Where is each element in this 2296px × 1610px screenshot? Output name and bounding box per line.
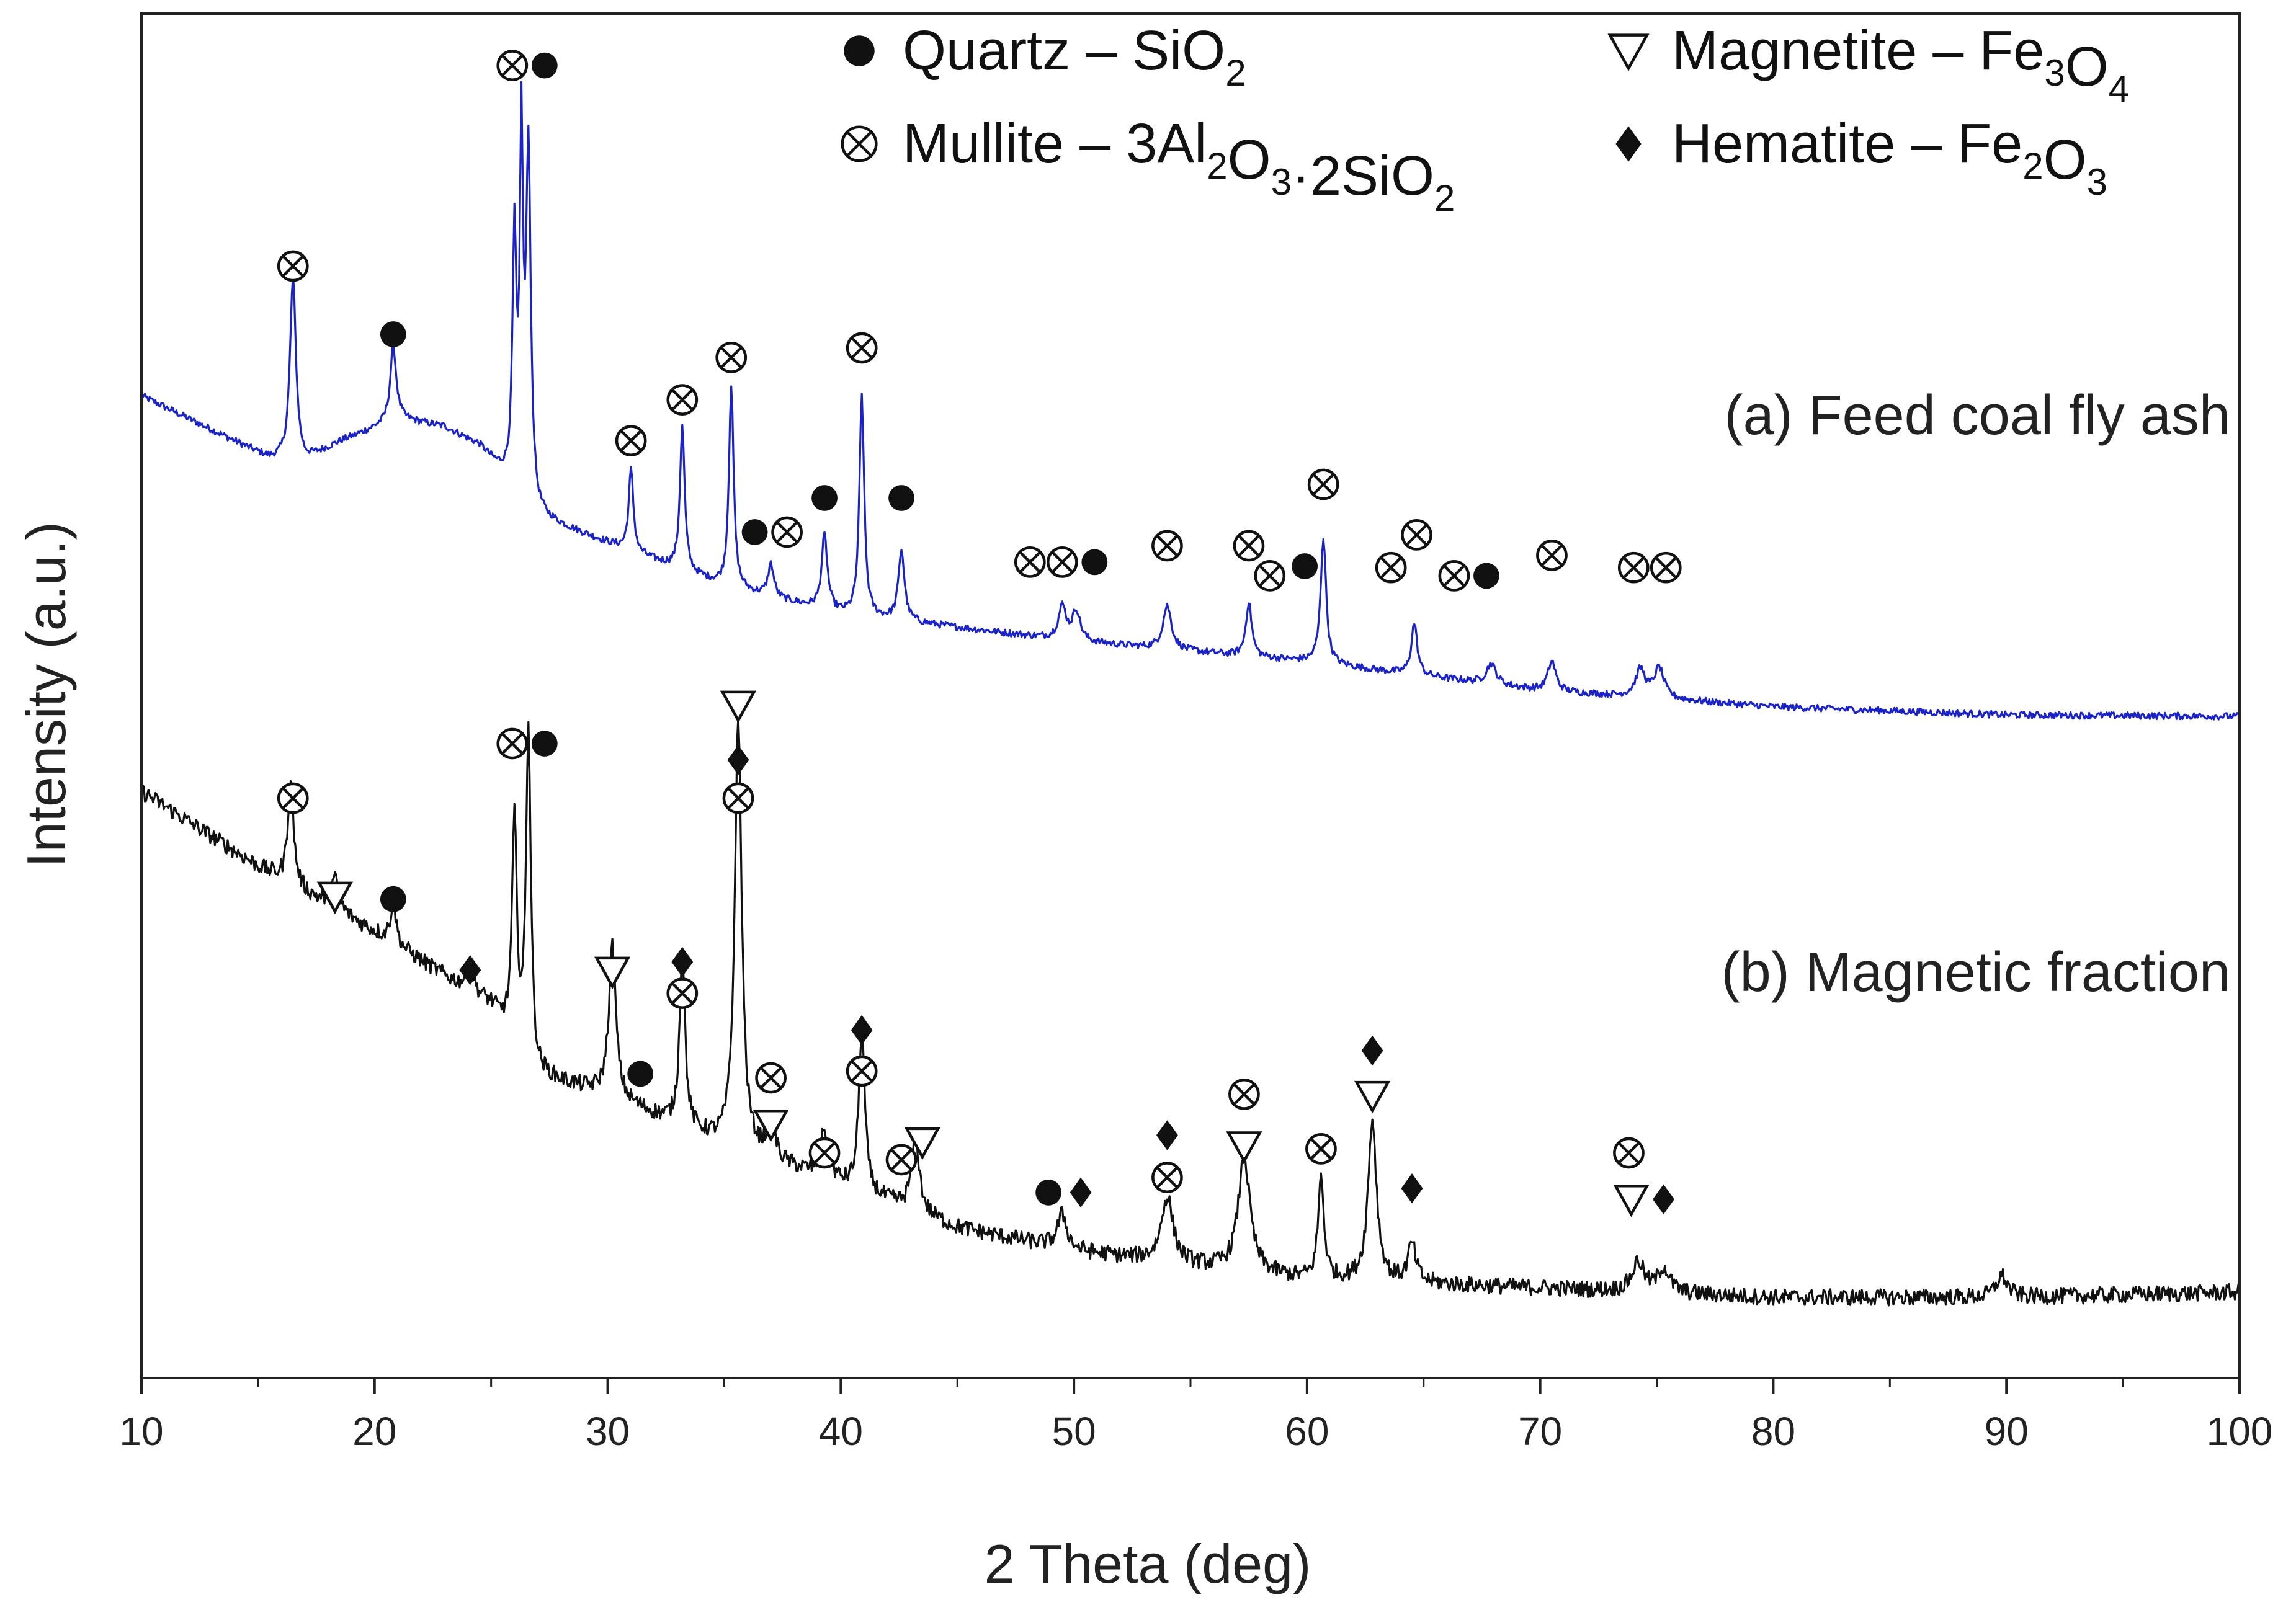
series-line-magnetic — [140, 716, 2241, 1307]
mullite-marker — [615, 425, 647, 456]
x-tick-label: 100 — [2207, 1409, 2273, 1454]
quartz-marker — [627, 1061, 654, 1087]
magnetite-marker — [1613, 1185, 1650, 1217]
mullite-marker — [277, 250, 309, 282]
mullite-marker — [1151, 1162, 1183, 1193]
x-tick-label: 60 — [1285, 1409, 1329, 1454]
mullite-marker — [666, 977, 699, 1009]
magnetite-marker — [1226, 1131, 1262, 1164]
series-label-magnetic: (b) Magnetic fraction — [1722, 941, 2230, 1003]
series-label-feed: (a) Feed coal fly ash — [1725, 385, 2230, 447]
hematite-marker — [1156, 1120, 1178, 1150]
quartz-marker — [1035, 1179, 1061, 1206]
mullite-marker — [1617, 551, 1650, 584]
magnetite-marker — [720, 690, 757, 724]
mullite-marker — [1536, 540, 1568, 571]
x-tick-label: 70 — [1518, 1409, 1562, 1454]
hematite-marker — [851, 1015, 873, 1046]
mullite-marker — [1375, 551, 1407, 584]
legend-entry-quartz: Quartz – SiO2 — [903, 20, 1246, 94]
hematite-marker — [1070, 1177, 1092, 1208]
mullite-marker — [715, 342, 748, 373]
legend-entry-magnetite: Magnetite – Fe3O4 — [1672, 20, 2129, 110]
mullite-marker — [496, 50, 529, 81]
x-tick-label: 10 — [119, 1409, 163, 1454]
x-tick-label: 20 — [352, 1409, 396, 1454]
magnetite-marker — [1607, 33, 1650, 72]
mullite-marker — [1613, 1137, 1645, 1169]
mullite-marker — [841, 125, 878, 162]
x-tick-label: 80 — [1751, 1409, 1795, 1454]
quartz-marker — [1081, 549, 1108, 576]
hematite-marker — [727, 745, 749, 775]
quartz-marker — [1473, 563, 1499, 589]
x-tick-label: 50 — [1052, 1409, 1096, 1454]
x-tick-label: 30 — [586, 1409, 630, 1454]
mullite-marker — [1254, 560, 1286, 592]
hematite-marker — [1361, 1035, 1383, 1066]
mullite-marker — [1438, 560, 1470, 592]
x-axis-ticks: 10 20 30 40 50 60 70 80 90 100 — [119, 1378, 2272, 1454]
quartz-marker — [844, 35, 875, 66]
magnetite-marker — [753, 1110, 789, 1142]
legend-entry-hematite: Hematite – Fe2O3 — [1672, 113, 2107, 203]
hematite-marker — [1653, 1184, 1674, 1214]
hematite-marker — [1401, 1173, 1423, 1204]
mullite-marker — [1307, 468, 1339, 500]
quartz-marker — [1292, 553, 1318, 579]
quartz-marker — [811, 485, 838, 511]
mullite-marker — [1014, 546, 1046, 578]
hematite-marker — [459, 955, 481, 985]
mullite-marker — [846, 332, 878, 364]
mullite-marker — [1228, 1079, 1260, 1110]
y-axis-title: Intensity (a.u.) — [16, 522, 77, 868]
magnetite-marker — [904, 1127, 940, 1160]
x-axis-title: 2 Theta (deg) — [985, 1533, 1311, 1594]
quartz-marker — [531, 52, 558, 79]
quartz-marker — [888, 485, 914, 511]
mullite-marker — [1046, 546, 1078, 578]
legend-entry-mullite: Mullite – 3Al2O3·2SiO2 — [903, 113, 1455, 219]
mullite-marker — [1305, 1133, 1337, 1165]
mullite-marker — [722, 782, 754, 814]
hematite-marker — [671, 946, 694, 977]
magnetite-marker — [594, 956, 631, 990]
mullite-marker — [846, 1055, 878, 1087]
mullite-marker — [1401, 519, 1432, 551]
quartz-marker — [380, 886, 406, 912]
legend: Quartz – SiO2 Mullite – 3Al2O3·2SiO2 Magne… — [841, 20, 2129, 219]
mullite-marker — [277, 782, 309, 814]
x-tick-label: 90 — [1985, 1409, 2029, 1454]
magnetite-marker — [1354, 1080, 1391, 1114]
quartz-marker — [531, 731, 558, 757]
quartz-marker — [380, 321, 406, 347]
mullite-marker — [1151, 530, 1183, 562]
series-line-feed — [140, 81, 2240, 721]
mullite-marker — [1650, 551, 1682, 584]
x-tick-label: 40 — [819, 1409, 863, 1454]
mullite-marker — [666, 384, 699, 416]
magnetite-marker — [316, 881, 354, 915]
mullite-marker — [771, 516, 803, 548]
mullite-marker — [496, 727, 529, 760]
mullite-marker — [885, 1144, 918, 1176]
mullite-marker — [808, 1137, 841, 1169]
quartz-marker — [741, 519, 768, 545]
mullite-marker — [1233, 530, 1265, 562]
plot-area — [140, 81, 2241, 1307]
phase-markers — [277, 50, 1682, 1217]
mullite-marker — [755, 1062, 787, 1094]
hematite-marker — [1615, 126, 1642, 162]
